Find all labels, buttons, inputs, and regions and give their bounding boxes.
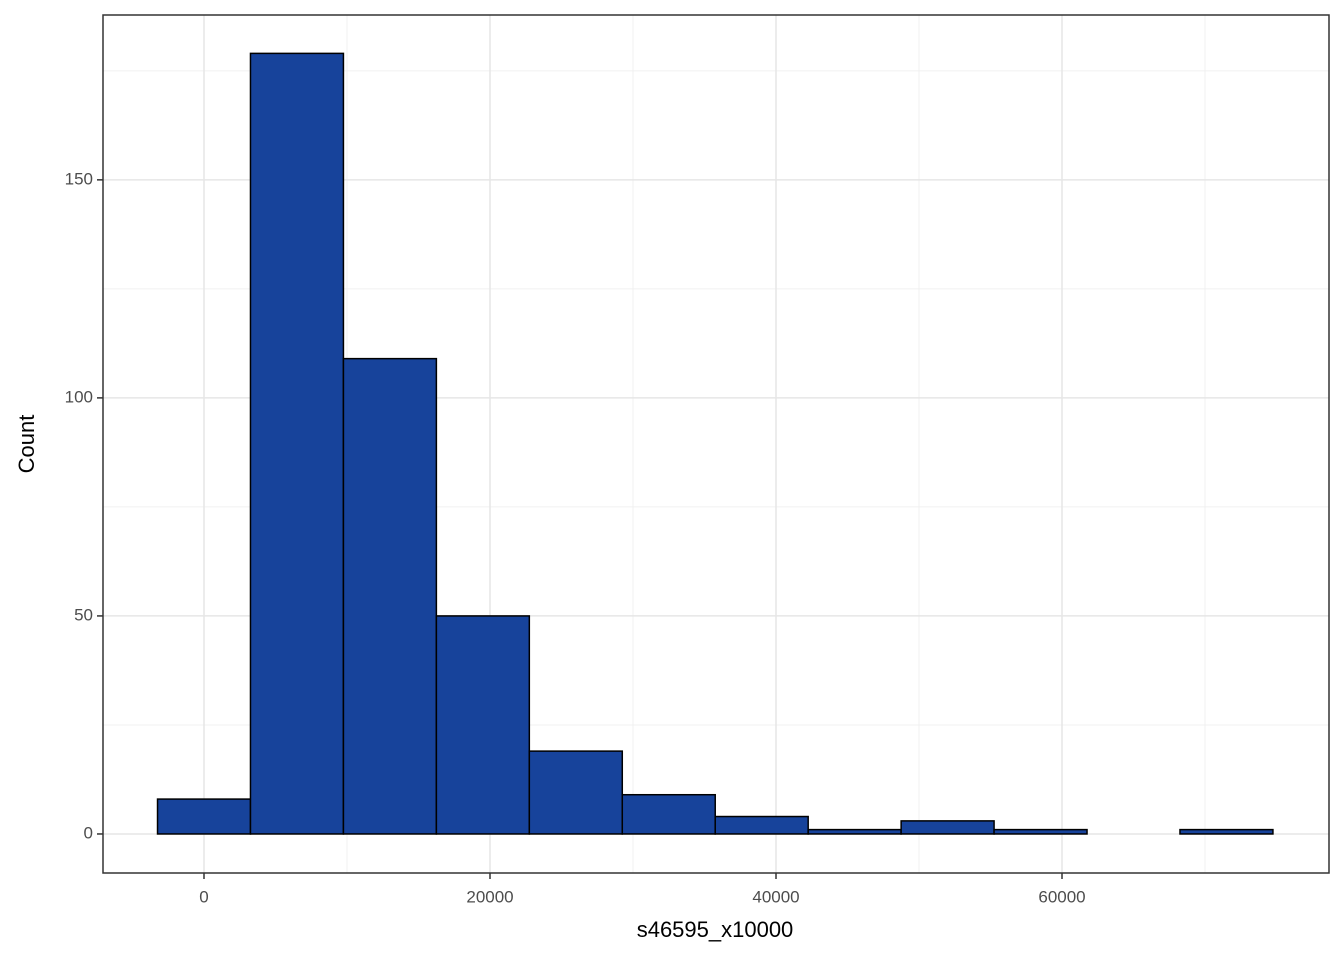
bar [993,828,1088,835]
x-tick-label: 0 [199,887,208,906]
panel-border [102,14,1330,874]
y-tick-label: 150 [65,169,93,188]
bar [1179,828,1274,835]
bar [900,820,995,835]
y-tick-label: 100 [65,387,93,406]
x-tick-label: 20000 [466,887,513,906]
bar [342,357,438,835]
bar [528,750,624,835]
bar [807,828,902,835]
bar [621,793,716,835]
x-axis-title: s46595_x10000 [637,917,794,942]
bar [249,52,345,835]
y-tick-label: 0 [84,823,93,842]
x-tick-label: 60000 [1038,887,1085,906]
y-axis-title: Count [14,415,39,474]
bar [156,798,252,835]
x-tick-label: 40000 [752,887,799,906]
bar [714,815,809,835]
y-tick-label: 50 [74,605,93,624]
bar [435,615,531,835]
